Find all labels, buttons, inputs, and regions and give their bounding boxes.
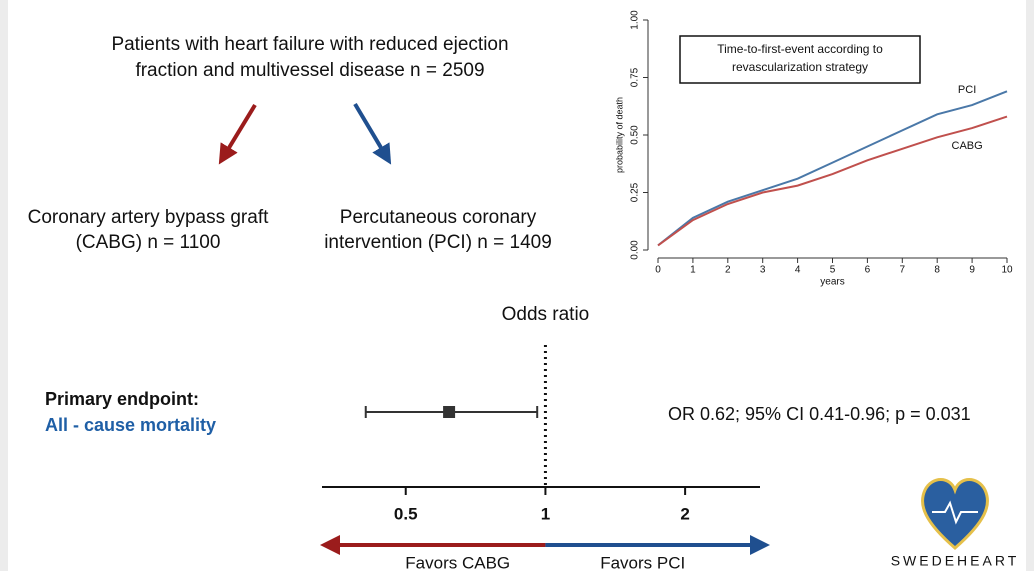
group-label: Percutaneous coronary xyxy=(340,207,537,228)
group-arrow xyxy=(218,103,257,165)
x-tick-label: 10 xyxy=(1001,265,1013,276)
favors-label: Favors CABG xyxy=(405,553,510,571)
x-tick-label: 1 xyxy=(690,265,696,276)
km-curve xyxy=(657,90,1008,247)
y-tick-label: 0.25 xyxy=(630,182,641,202)
x-tick-label: 9 xyxy=(969,265,975,276)
endpoint-label: Primary endpoint: xyxy=(45,389,199,409)
km-curve xyxy=(657,115,1008,247)
point-estimate xyxy=(443,406,456,418)
x-tick-label: 8 xyxy=(934,265,940,276)
panel xyxy=(8,0,1026,571)
logo-heart xyxy=(921,478,989,550)
y-tick-label: 0.75 xyxy=(630,67,641,87)
x-tick-label: 2 xyxy=(725,265,731,276)
result-text: OR 0.62; 95% CI 0.41-0.96; p = 0.031 xyxy=(668,404,971,424)
x-tick-label: 5 xyxy=(830,265,836,276)
y-tick-label: 1.00 xyxy=(630,10,641,30)
series-label: CABG xyxy=(952,140,983,152)
forest-tick-label: 0.5 xyxy=(394,504,418,523)
header-line: Patients with heart failure with reduced… xyxy=(111,34,508,55)
y-tick-label: 0.00 xyxy=(630,240,641,260)
chart-title-box xyxy=(679,35,921,84)
group-label: Coronary artery bypass graft xyxy=(28,207,269,228)
forest-tick-label: 1 xyxy=(541,504,550,523)
x-tick-label: 4 xyxy=(795,265,801,276)
endpoint: All - cause mortality xyxy=(45,415,216,435)
chart-title: Time-to-first-event according to xyxy=(717,42,883,56)
forest-title: Odds ratio xyxy=(502,304,590,325)
x-tick-label: 3 xyxy=(760,265,766,276)
header-line: fraction and multivessel disease n = 250… xyxy=(135,60,484,81)
forest-tick-label: 2 xyxy=(680,504,689,523)
group-label: (CABG) n = 1100 xyxy=(76,232,221,253)
x-tick-label: 7 xyxy=(900,265,906,276)
x-axis-label: years xyxy=(820,277,844,288)
x-tick-label: 0 xyxy=(655,265,661,276)
y-axis-label: probability of death xyxy=(614,97,624,173)
favors-label: Favors PCI xyxy=(600,553,685,571)
chart-title: revascularization strategy xyxy=(732,60,868,74)
x-tick-label: 6 xyxy=(865,265,871,276)
series-label: PCI xyxy=(958,84,976,96)
group-label: intervention (PCI) n = 1409 xyxy=(324,232,552,253)
logo-text: SWEDEHEART xyxy=(891,553,1020,569)
group-arrow xyxy=(353,102,392,165)
y-tick-label: 0.50 xyxy=(630,125,641,145)
